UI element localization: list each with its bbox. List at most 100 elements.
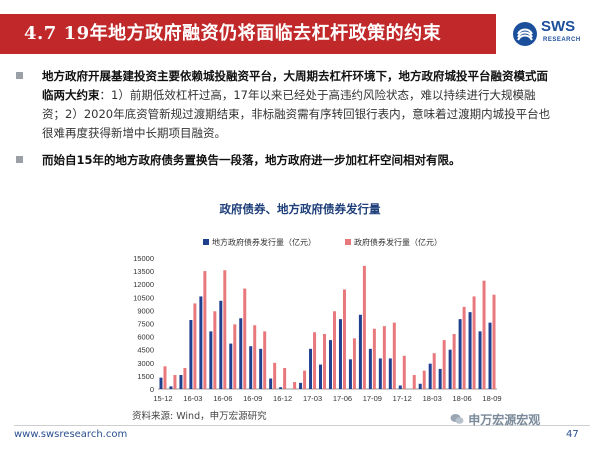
x-tick-label: 18-06 xyxy=(453,394,472,403)
bullet-1-bold: 地方政府开展基建投资主要依赖城投融资平台，大周期去杠杆环境下，地方政府城投平台融… xyxy=(42,69,548,102)
bar-local-16-02 xyxy=(179,375,183,389)
x-tick-label: 16-12 xyxy=(273,394,292,403)
bar-local-17-11 xyxy=(388,358,392,389)
y-tick-label: 12000 xyxy=(133,280,154,289)
x-tick-label: 17-03 xyxy=(303,394,322,403)
bar-local-16-08 xyxy=(239,318,243,389)
bar-local-17-04 xyxy=(319,364,323,389)
bar-govt-17-11 xyxy=(392,322,396,389)
bar-local-17-07 xyxy=(348,359,352,389)
bar-govt-16-08 xyxy=(243,288,247,389)
bar-govt-18-01 xyxy=(412,375,416,389)
header-bar: 4.7 19年地方政府融资仍将面临去杠杆政策的约束 xyxy=(0,14,496,54)
bullet-2-bold: 而始自15年的地方政府债务置换告一段落，地方政府进一步加杠杆空间相对有限。 xyxy=(42,153,461,167)
bar-local-16-06 xyxy=(219,300,223,389)
watermark: 申万宏源宏观 xyxy=(450,411,540,428)
bar-local-17-12 xyxy=(398,385,402,389)
bar-local-17-06 xyxy=(338,319,342,389)
x-tick-label: 16-03 xyxy=(183,394,202,403)
legend-swatch xyxy=(345,239,351,245)
bar-govt-18-07 xyxy=(472,296,476,389)
bullet-1: 地方政府开展基建投资主要依赖城投融资平台，大周期去杠杆环境下，地方政府城投平台融… xyxy=(16,67,556,143)
y-tick-label: 15000 xyxy=(133,254,154,263)
bar-govt-15-12 xyxy=(163,366,167,389)
logo-text: SWS xyxy=(541,18,576,35)
bar-govt-16-09 xyxy=(253,325,257,389)
x-tick-label: 17-06 xyxy=(333,394,352,403)
page-title: 4.7 19年地方政府融资仍将面临去杠杆政策的约束 xyxy=(24,23,442,44)
bar-local-18-06 xyxy=(458,319,462,389)
y-tick-label: 10500 xyxy=(133,293,154,302)
bar-govt-18-09 xyxy=(492,294,496,389)
bar-local-16-05 xyxy=(209,331,213,389)
y-tick-label: 13500 xyxy=(133,267,154,276)
legend-label: 地方政府债券发行量（亿元） xyxy=(212,237,316,247)
y-tick-label: 6000 xyxy=(137,333,154,342)
bar-local-16-07 xyxy=(229,343,233,389)
bullet-1-text: ：1）前期低效杠杆过高，17年以来已经处于高违约风险状态，难以持续进行大规模融资… xyxy=(42,88,551,140)
bar-govt-17-01 xyxy=(293,382,297,389)
bar-govt-16-06 xyxy=(223,270,227,389)
bar-govt-16-07 xyxy=(233,324,237,389)
bar-govt-16-10 xyxy=(263,331,267,389)
bar-local-18-03 xyxy=(428,363,432,389)
source-note: 资料来源: Wind，申万宏源研究 xyxy=(132,411,267,422)
bar-local-18-07 xyxy=(468,312,472,389)
bar-govt-17-06 xyxy=(342,289,346,389)
legend-label: 政府债券发行量（亿元） xyxy=(354,237,442,247)
y-tick-label: 7500 xyxy=(137,320,154,329)
bar-local-16-12 xyxy=(279,387,283,389)
chart-title: 政府债券、地方政府债券发行量 xyxy=(219,202,381,216)
bar-govt-16-05 xyxy=(213,311,217,389)
y-tick-label: 4500 xyxy=(137,346,154,355)
bar-local-18-02 xyxy=(418,383,422,389)
bar-govt-16-12 xyxy=(283,368,287,389)
footer-divider xyxy=(14,425,590,426)
bar-local-16-04 xyxy=(199,296,203,389)
x-tick-label: 16-09 xyxy=(243,394,262,403)
bar-govt-16-03 xyxy=(193,303,197,389)
bar-govt-17-02 xyxy=(303,370,307,389)
x-tick-label: 17-09 xyxy=(363,394,382,403)
bar-govt-17-05 xyxy=(332,311,336,389)
footer-url[interactable]: www.swsresearch.com xyxy=(14,429,128,440)
bar-local-16-10 xyxy=(259,348,263,389)
bar-local-17-05 xyxy=(328,340,332,389)
bar-local-18-09 xyxy=(488,322,492,389)
bullet-square-icon xyxy=(16,72,23,79)
watermark-text: 申万宏源宏观 xyxy=(468,413,541,427)
bar-govt-17-04 xyxy=(323,333,327,389)
bar-local-18-05 xyxy=(448,349,452,389)
bar-govt-18-05 xyxy=(452,333,456,389)
bar-local-17-02 xyxy=(299,382,303,389)
x-tick-label: 16-06 xyxy=(213,394,232,403)
x-tick-label: 17-12 xyxy=(393,394,412,403)
bar-govt-18-08 xyxy=(482,280,486,389)
bullet-square-icon xyxy=(16,156,23,163)
bar-govt-17-10 xyxy=(382,326,386,389)
x-tick-label: 15-12 xyxy=(153,394,172,403)
bar-govt-18-02 xyxy=(422,370,426,389)
bar-local-17-03 xyxy=(309,348,313,389)
y-tick-label: 1500 xyxy=(137,372,154,381)
sws-logo-icon xyxy=(513,22,537,46)
bar-govt-18-03 xyxy=(432,353,436,389)
bar-govt-16-04 xyxy=(203,271,207,389)
bar-local-16-11 xyxy=(269,378,273,389)
sws-logo: SWS RESEARCH xyxy=(510,14,590,54)
bullet-2: 而始自15年的地方政府债务置换告一段落，地方政府进一步加杠杆空间相对有限。 xyxy=(16,151,556,170)
bar-govt-18-06 xyxy=(462,306,466,389)
bar-local-17-10 xyxy=(378,358,382,389)
bar-local-17-08 xyxy=(358,314,362,389)
bar-local-15-12 xyxy=(159,377,163,389)
logo-subtext: RESEARCH xyxy=(543,37,581,43)
wechat-icon xyxy=(450,414,464,424)
y-tick-label: 3000 xyxy=(137,359,154,368)
bar-govt-17-12 xyxy=(402,355,406,389)
bar-local-16-01 xyxy=(169,386,173,389)
bar-local-16-03 xyxy=(189,320,193,389)
bar-local-17-09 xyxy=(368,348,372,389)
bar-govt-17-07 xyxy=(352,338,356,389)
y-tick-label: 9000 xyxy=(137,306,154,315)
